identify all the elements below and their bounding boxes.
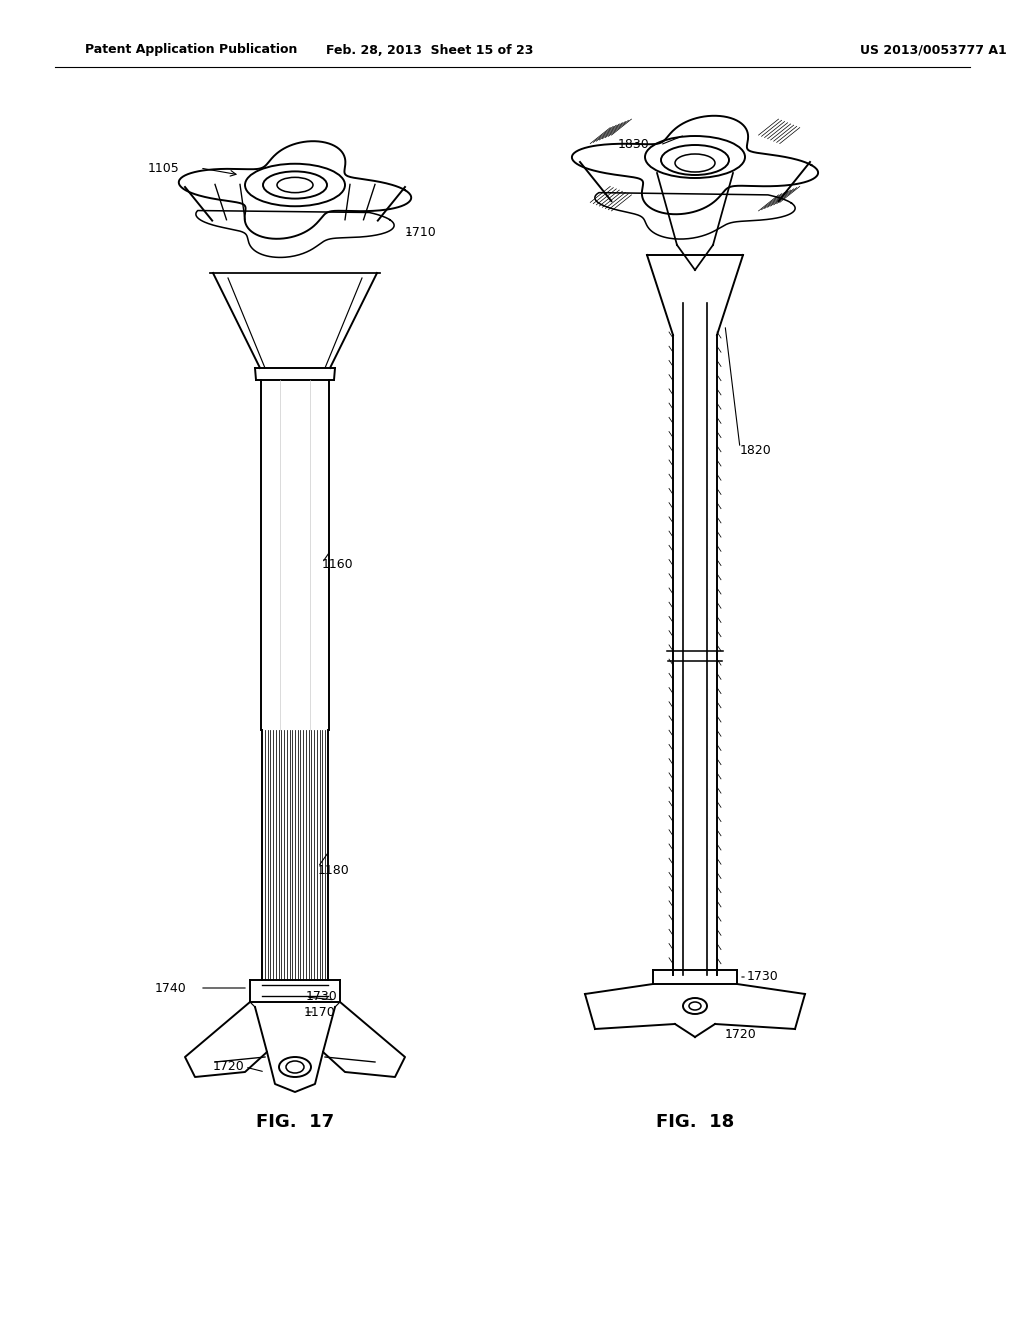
Text: 1730: 1730: [306, 990, 338, 1003]
Text: FIG.  17: FIG. 17: [256, 1113, 334, 1131]
Text: 1105: 1105: [148, 161, 180, 174]
Text: 1830: 1830: [618, 139, 650, 152]
Text: 1710: 1710: [406, 226, 437, 239]
Text: FIG.  18: FIG. 18: [656, 1113, 734, 1131]
Text: Patent Application Publication: Patent Application Publication: [85, 44, 297, 57]
Text: 1720: 1720: [213, 1060, 245, 1073]
Text: Feb. 28, 2013  Sheet 15 of 23: Feb. 28, 2013 Sheet 15 of 23: [327, 44, 534, 57]
Text: 1740: 1740: [155, 982, 186, 994]
Text: 1180: 1180: [318, 863, 350, 876]
Text: US 2013/0053777 A1: US 2013/0053777 A1: [860, 44, 1007, 57]
Text: 1720: 1720: [725, 1027, 757, 1040]
Text: 1820: 1820: [740, 444, 772, 457]
Text: 1160: 1160: [322, 558, 353, 572]
Text: 1170: 1170: [304, 1006, 336, 1019]
Text: 1730: 1730: [746, 970, 778, 983]
